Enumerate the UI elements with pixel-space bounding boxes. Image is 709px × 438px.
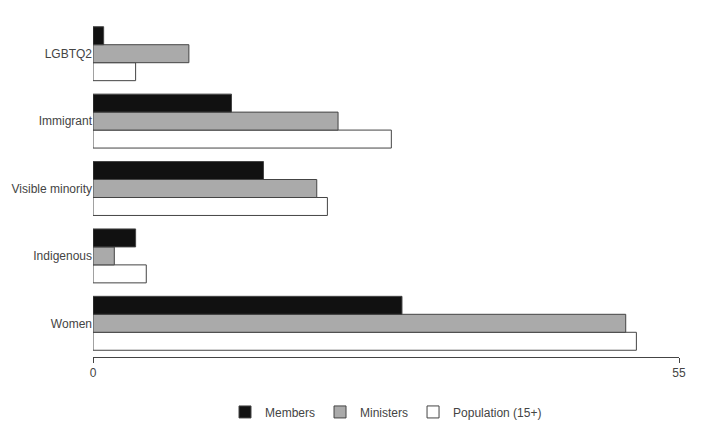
svg-text:Members: Members bbox=[265, 406, 315, 420]
svg-text:0: 0 bbox=[90, 366, 97, 380]
svg-text:Immigrant: Immigrant bbox=[39, 114, 93, 128]
svg-text:Women: Women bbox=[51, 317, 92, 331]
svg-text:Population (15+): Population (15+) bbox=[453, 406, 541, 420]
svg-text:Ministers: Ministers bbox=[360, 406, 408, 420]
svg-text:Visible minority: Visible minority bbox=[12, 182, 92, 196]
svg-text:Indigenous: Indigenous bbox=[33, 249, 92, 263]
svg-text:55: 55 bbox=[672, 366, 686, 380]
svg-text:LGBTQ2: LGBTQ2 bbox=[45, 47, 93, 61]
